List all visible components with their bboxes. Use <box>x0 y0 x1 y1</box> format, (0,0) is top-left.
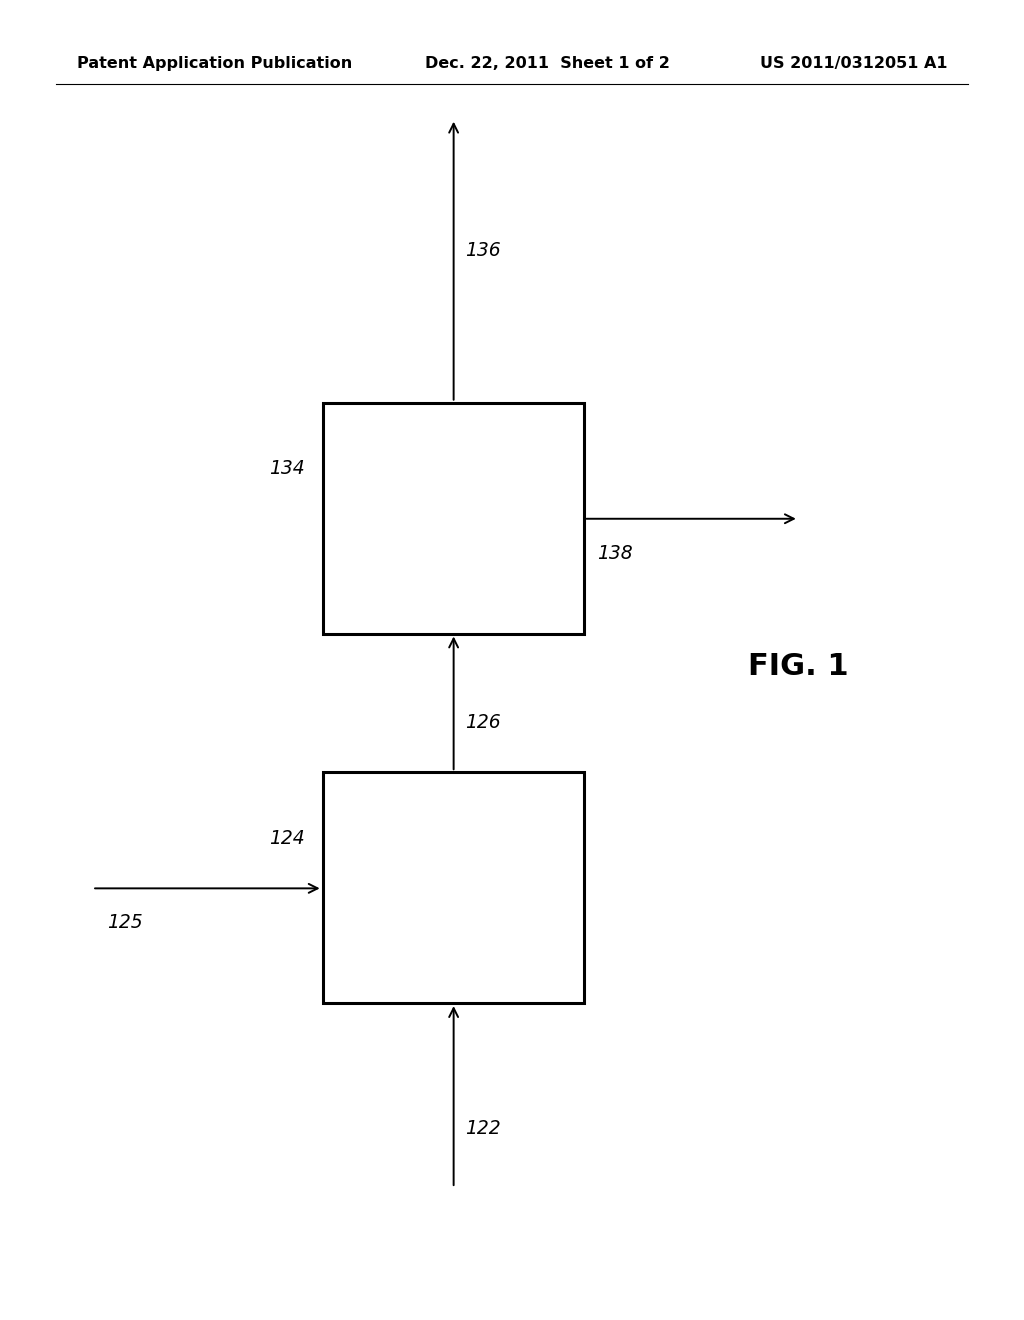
Text: 124: 124 <box>269 829 305 847</box>
Bar <box>323 772 584 1003</box>
Text: US 2011/0312051 A1: US 2011/0312051 A1 <box>760 55 947 71</box>
Text: 136: 136 <box>465 242 501 260</box>
Text: 125: 125 <box>108 913 143 932</box>
Text: 134: 134 <box>269 459 305 478</box>
Text: 126: 126 <box>465 713 501 731</box>
Text: FIG. 1: FIG. 1 <box>749 652 849 681</box>
Text: 122: 122 <box>465 1119 501 1138</box>
Bar <box>323 403 584 634</box>
Text: Dec. 22, 2011  Sheet 1 of 2: Dec. 22, 2011 Sheet 1 of 2 <box>425 55 670 71</box>
Text: Patent Application Publication: Patent Application Publication <box>77 55 352 71</box>
Text: 138: 138 <box>597 544 633 562</box>
